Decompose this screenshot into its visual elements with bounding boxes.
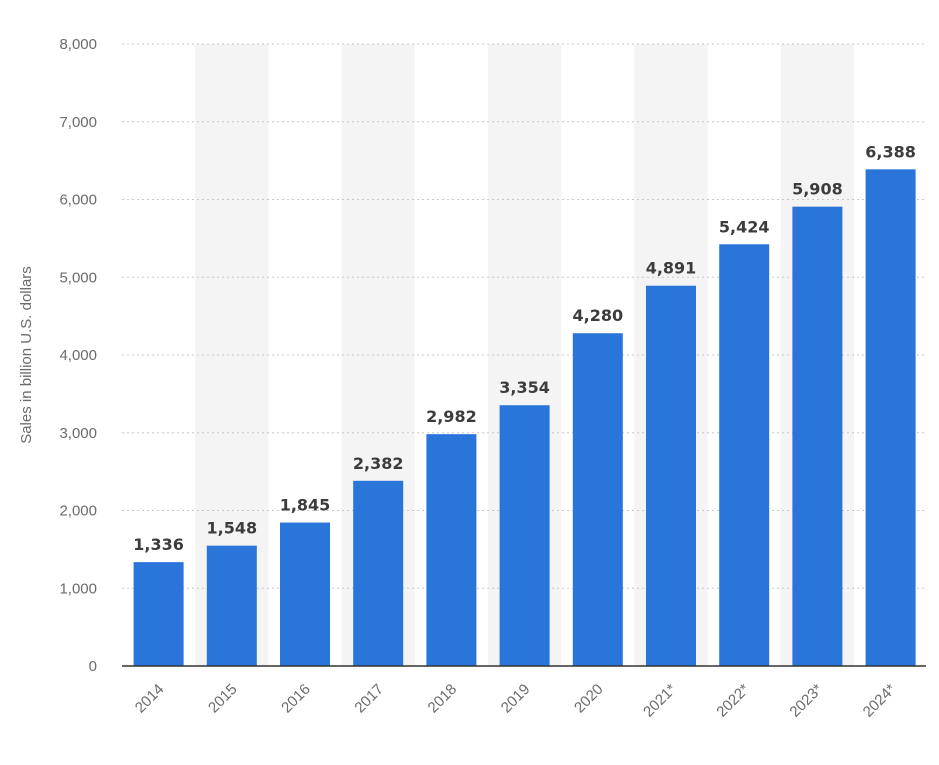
x-tick-label: 2014 [132, 681, 168, 717]
data-label-2019: 3,354 [499, 378, 550, 397]
y-tick-label: 3,000 [59, 425, 97, 442]
bars [133, 169, 916, 666]
x-tick-label: 2021* [640, 681, 680, 721]
x-axis-ticks: 2014 2015 2016 2017 2018 2019 2020 2021* 2022* 20… [132, 681, 900, 721]
y-tick-label: 8,000 [59, 36, 97, 53]
y-axis-title: Sales in billion U.S. dollars [18, 266, 35, 444]
x-tick-label: 2022* [713, 681, 753, 721]
data-label-2021*: 4,891 [646, 259, 697, 278]
y-tick-label: 7,000 [59, 114, 97, 131]
data-label-2022*: 5,424 [719, 217, 770, 236]
y-tick-label: 0 [89, 658, 97, 675]
data-label-2020: 4,280 [572, 306, 623, 325]
x-tick-label: 2024* [860, 681, 900, 721]
x-tick-label: 2015 [205, 681, 241, 717]
x-tick-label: 2023* [786, 681, 826, 721]
x-tick-label: 2017 [351, 681, 387, 717]
bar-2022* [719, 244, 770, 666]
x-tick-label: 2020 [571, 681, 607, 717]
y-tick-label: 2,000 [59, 503, 97, 520]
data-label-2017: 2,382 [353, 454, 404, 473]
data-label-2014: 1,336 [133, 535, 184, 554]
y-tick-label: 6,000 [59, 192, 97, 209]
bar-2023* [792, 206, 843, 666]
bar-2015 [206, 545, 257, 666]
data-labels: 1,336 1,548 1,845 2,382 2,982 3,354 4,280 4,891… [133, 142, 916, 554]
y-tick-label: 4,000 [59, 347, 97, 364]
bar-2019 [499, 405, 550, 666]
x-tick-label: 2018 [425, 681, 461, 717]
bar-2016 [280, 522, 330, 666]
bar-2024* [865, 169, 916, 666]
data-label-2016: 1,845 [280, 496, 331, 515]
y-tick-label: 1,000 [59, 580, 97, 597]
x-tick-label: 2016 [278, 681, 314, 717]
bar-2014 [133, 562, 184, 666]
y-tick-label: 5,000 [59, 269, 97, 286]
y-axis-ticks: 0 1,000 2,000 3,000 4,000 5,000 6,000 7,000 8,00… [59, 36, 97, 675]
data-label-2018: 2,982 [426, 407, 477, 426]
bar-2018 [426, 434, 477, 666]
bar-2020 [572, 333, 623, 666]
x-tick-label: 2019 [498, 681, 534, 717]
bar-2021* [646, 285, 696, 666]
bar-2017 [353, 480, 404, 666]
data-label-2024*: 6,388 [865, 142, 916, 161]
data-label-2023*: 5,908 [792, 180, 843, 199]
data-label-2015: 1,548 [206, 519, 257, 538]
